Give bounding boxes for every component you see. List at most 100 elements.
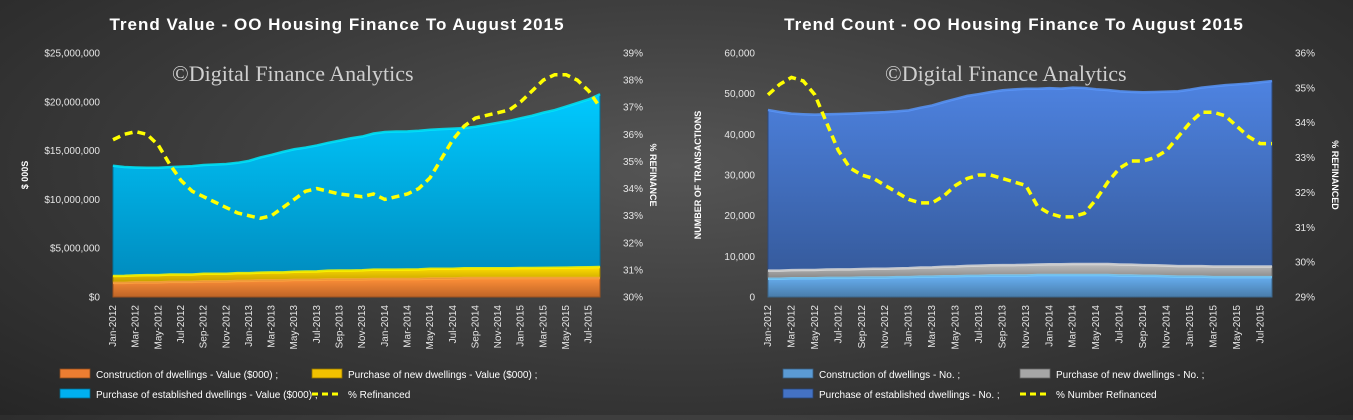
y2-tick-label: 33% [623,211,643,222]
area-top-edge-2 [112,93,601,170]
legend-label: Purchase of established dwellings - No. … [819,390,1000,401]
refinance-line [112,72,602,221]
refinance-line [766,75,1272,219]
x-tick-label: Mar-2014 [402,305,413,348]
x-tick-label: Mar-2012 [131,305,142,348]
x-tick-label: Mar-2012 [786,305,797,348]
x-tick-label: Jul-2013 [974,305,985,344]
x-tick-label: Jan-2013 [244,305,255,347]
area-top-edge-2 [767,79,1273,116]
x-tick-label: Jan-2015 [1185,305,1196,347]
x-tick-label: May-2013 [951,305,962,350]
y2-tick-label: 36% [1295,49,1315,60]
x-tick-label: Jan-2014 [380,305,391,347]
value-chart: Trend Value - OO Housing Finance To Augu… [20,15,658,401]
x-tick-label: Sep-2013 [997,305,1008,349]
x-tick-label: Jan-2014 [1044,305,1055,347]
x-tick-label: Nov-2012 [221,305,232,349]
y2-axis-title: % REFINANCED [1330,140,1340,210]
x-tick-label: Mar-2013 [267,305,278,348]
x-tick-label: Jul-2014 [448,305,459,344]
x-tick-label: May-2012 [153,305,164,350]
x-tick-label: Nov-2013 [357,305,368,349]
area-top-edge-1 [112,265,601,278]
y2-tick-label: 36% [623,130,643,141]
x-tick-label: Mar-2013 [927,305,938,348]
legend-swatch [311,368,343,379]
y2-tick-label: 32% [1295,188,1315,199]
chart-title: Trend Count - OO Housing Finance To Augu… [784,15,1244,34]
legend-label: % Refinanced [348,390,410,401]
x-tick-label: Jan-2012 [108,305,119,347]
x-tick-label: May-2014 [1091,305,1102,350]
x-tick-label: Nov-2012 [880,305,891,349]
legend-swatch [782,368,814,379]
x-tick-label: Mar-2015 [538,305,549,348]
legend-swatch [1019,368,1051,379]
y2-tick-label: 32% [623,238,643,249]
legend-label: Construction of dwellings - Value ($000)… [96,370,278,381]
y-axis-title: $ 000S [20,161,30,190]
y-tick-label: $0 [89,293,101,304]
count-chart: Trend Count - OO Housing Finance To Augu… [693,15,1340,401]
y2-tick-label: 35% [1295,83,1315,94]
x-tick-label: Jan-2015 [516,305,527,347]
y-tick-label: 50,000 [724,89,755,100]
legend-label: Purchase of new dwellings - Value ($000)… [348,370,537,381]
x-tick-label: Jul-2012 [833,305,844,344]
x-tick-label: Sep-2014 [1138,305,1149,349]
x-tick-label: Sep-2012 [199,305,210,349]
y-tick-label: 10,000 [724,252,755,263]
area-top-edge-0 [113,276,600,285]
y2-tick-label: 34% [1295,118,1315,129]
y2-tick-label: 37% [623,103,643,114]
legend-label: Purchase of established dwellings - Valu… [96,390,318,401]
x-tick-label: May-2013 [289,305,300,350]
x-tick-label: May-2015 [561,305,572,350]
legend-label: Purchase of new dwellings - No. ; [1056,370,1204,381]
y-axis-title: NUMBER OF TRANSACTIONS [693,111,703,240]
y2-tick-label: 38% [623,76,643,87]
chart-panel-count: Trend Count - OO Housing Finance To Augu… [677,0,1353,415]
x-tick-label: Sep-2012 [857,305,868,349]
x-tick-label: May-2014 [425,305,436,350]
y-tick-label: 40,000 [724,130,755,141]
y2-axis-title: % REFINANCE [648,143,658,206]
y-tick-label: $15,000,000 [44,146,100,157]
x-tick-label: Sep-2014 [470,305,481,349]
x-tick-label: Jul-2013 [312,305,323,344]
x-tick-label: Mar-2014 [1068,305,1079,348]
watermark: ©Digital Finance Analytics [172,61,414,86]
x-tick-label: Jul-2014 [1115,305,1126,344]
y-tick-label: 30,000 [724,171,755,182]
area-top-edge-1 [768,262,1272,272]
legend-label: Construction of dwellings - No. ; [819,370,960,381]
y-tick-label: $25,000,000 [44,49,100,60]
x-tick-label: Nov-2014 [1162,305,1173,349]
x-tick-label: May-2015 [1232,305,1243,350]
y2-tick-label: 30% [1295,258,1315,269]
y-tick-label: 0 [749,293,755,304]
y2-tick-label: 29% [1295,293,1315,304]
y-tick-label: $10,000,000 [44,195,100,206]
x-tick-label: May-2012 [810,305,821,350]
chart-title: Trend Value - OO Housing Finance To Augu… [109,15,564,34]
legend-swatch [59,388,91,399]
y2-tick-label: 39% [623,49,643,60]
y2-tick-label: 34% [623,184,643,195]
y2-tick-label: 31% [1295,223,1315,234]
area-series-2 [767,80,1273,272]
y2-tick-label: 30% [623,293,643,304]
area-series-2 [112,93,601,277]
x-tick-label: Jul-2015 [584,305,595,344]
y2-tick-label: 35% [623,157,643,168]
y2-tick-label: 31% [623,265,643,276]
x-tick-label: Jul-2015 [1255,305,1266,344]
area-top-edge-0 [768,273,1272,280]
x-tick-label: Nov-2013 [1021,305,1032,349]
x-tick-label: Jul-2012 [176,305,187,344]
y-tick-label: $20,000,000 [44,97,100,108]
y-tick-label: 20,000 [724,211,755,222]
y-tick-label: $5,000,000 [50,244,100,255]
legend-label: % Number Refinanced [1056,390,1157,401]
